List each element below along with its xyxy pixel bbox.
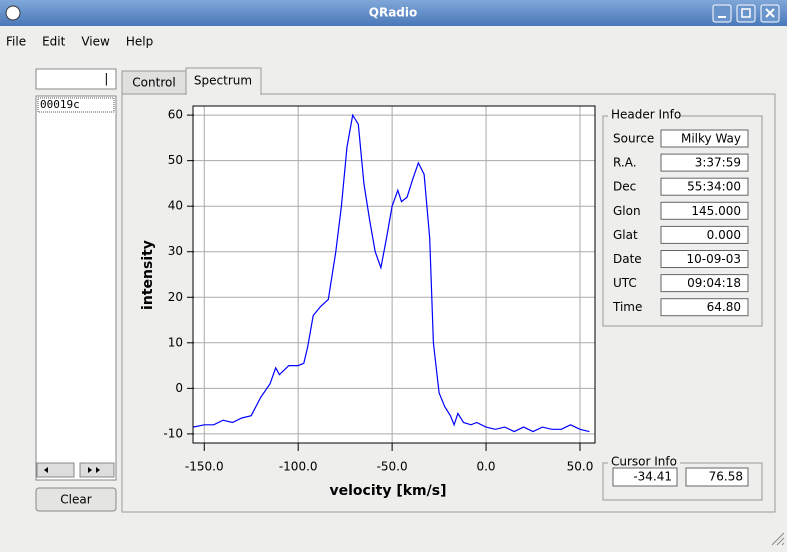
value-box — [660, 177, 749, 196]
x-tick-label: -150.0 — [185, 460, 224, 474]
value-box — [660, 153, 749, 172]
list-focus — [37, 97, 115, 113]
x-tick-label: 50.0 — [567, 460, 594, 474]
row-value: 64.80 — [707, 300, 741, 314]
row-label: Glat — [613, 228, 638, 242]
window-buttons — [712, 4, 780, 23]
tab-label: Control — [132, 76, 175, 90]
row-value: 145.000 — [691, 204, 741, 218]
row-label: Date — [613, 252, 642, 266]
x-tick-label: 0.0 — [476, 460, 495, 474]
value-box — [660, 201, 749, 220]
value-box — [660, 225, 749, 244]
app-icon — [5, 5, 21, 21]
counter-box — [35, 68, 117, 90]
row-value: 55:34:00 — [687, 180, 741, 194]
y-tick-label: 30 — [168, 244, 183, 258]
header-info-group — [602, 115, 763, 327]
group-title: Cursor Info — [611, 455, 677, 469]
row-value: 10-09-03 — [687, 252, 741, 266]
y-tick-label: -10 — [163, 426, 183, 440]
x-tick-label: -50.0 — [377, 460, 408, 474]
row-value: Milky Way — [681, 132, 741, 146]
value-box — [660, 250, 749, 268]
row-label: R.A. — [613, 156, 637, 170]
cursor-y: 76.58 — [709, 470, 743, 484]
resize-grip[interactable] — [771, 532, 785, 546]
counter: | — [103, 72, 110, 86]
tab-label: Spectrum — [194, 74, 252, 88]
row-value: 0.000 — [707, 228, 741, 242]
clear-button[interactable] — [35, 487, 117, 512]
row-value: 3:37:59 — [695, 156, 741, 170]
y-tick-label: 40 — [168, 199, 183, 213]
group-title: Header Info — [611, 108, 681, 122]
y-tick-label: 20 — [168, 290, 183, 304]
menu-item[interactable]: View — [81, 35, 110, 49]
title-bar — [0, 0, 787, 26]
y-tick-label: 60 — [168, 108, 183, 122]
value-box — [660, 129, 749, 148]
x-axis-label: velocity [km/s] — [330, 483, 447, 499]
row-label: Time — [612, 300, 642, 314]
spectrum-line — [192, 113, 590, 433]
minimize-button[interactable] — [712, 4, 732, 23]
value-box — [660, 298, 749, 317]
cursor-x-box — [612, 467, 678, 487]
chart: -10 0 10 20 30 40 50 60 -150.0 -100.0 -50.0 0.0 50.0 — [163, 105, 596, 474]
menu-item[interactable]: Edit — [42, 35, 66, 49]
y-axis-label: intensity — [140, 240, 156, 310]
plot-area — [192, 105, 596, 444]
cursor-x: -34.41 — [633, 470, 672, 484]
clear-label: Clear — [60, 493, 91, 507]
row-value: 09:04:18 — [687, 276, 741, 290]
y-tick-label: 10 — [168, 335, 183, 349]
header-rows: Source Milky Way R.A. 3:37:59 Dec 55:34:00 Glo… — [612, 129, 749, 317]
menu-item[interactable]: Help — [126, 35, 153, 49]
menu-item[interactable]: File — [6, 35, 26, 49]
x-tick-label: -100.0 — [279, 460, 318, 474]
h-scrollbar[interactable] — [36, 462, 75, 478]
window-title: QRadio — [369, 6, 418, 20]
maximize-button[interactable] — [736, 4, 756, 23]
row-label: Dec — [613, 180, 636, 194]
tab-spectrum[interactable] — [185, 67, 262, 95]
file-list — [35, 95, 117, 481]
row-label: Source — [613, 132, 654, 146]
row-label: Glon — [613, 204, 641, 218]
menu-bar: File Edit View Help — [6, 35, 153, 49]
value-box — [660, 274, 749, 293]
cursor-info-group — [602, 462, 763, 501]
list-item[interactable]: 00019c — [40, 98, 80, 111]
row-label: UTC — [613, 276, 637, 290]
y-tick-label: 50 — [168, 153, 183, 167]
y-tick-label: 0 — [175, 381, 183, 395]
plot-frame — [192, 105, 596, 444]
cursor-y-box — [685, 467, 749, 487]
